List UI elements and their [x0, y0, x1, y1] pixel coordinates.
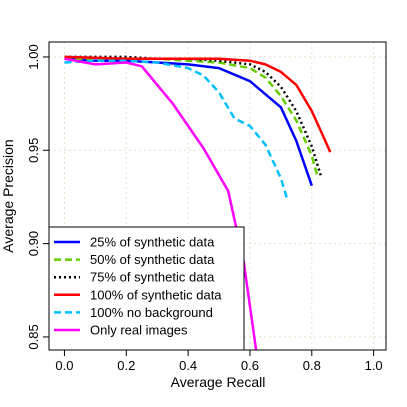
y-tick-label: 0.95: [26, 138, 41, 163]
legend-label-1: 50% of synthetic data: [90, 252, 215, 267]
y-tick-label: 0.85: [26, 324, 41, 349]
legend-label-0: 25% of synthetic data: [90, 235, 215, 250]
series-line-3: [64, 55, 332, 153]
series-lines: [64, 55, 332, 350]
legend-label-3: 100% of synthetic data: [90, 287, 222, 302]
legend-box: [48, 226, 245, 351]
x-tick-label: 1.0: [365, 358, 383, 373]
y-tick-label: 1.00: [26, 44, 41, 69]
legend-label-5: Only real images: [90, 323, 188, 338]
legend-label-2: 75% of synthetic data: [90, 270, 215, 285]
x-tick-label: 0.8: [303, 358, 321, 373]
y-axis-title: Average Precision: [0, 139, 16, 252]
x-tick-label: 0.2: [117, 358, 135, 373]
legend: 25% of synthetic data 50% of synthetic da…: [48, 226, 245, 351]
axis-ticks: 0.0 0.2 0.4 0.6 0.8 1.0 0.85 0.90 0.95 1.00: [26, 44, 383, 373]
x-tick-label: 0.4: [179, 358, 197, 373]
series-line-2: [64, 55, 323, 177]
x-tick-label: 0.0: [55, 358, 73, 373]
series-line-4: [64, 59, 289, 200]
y-tick-label: 0.90: [26, 231, 41, 256]
x-tick-label: 0.6: [241, 358, 259, 373]
x-axis-title: Average Recall: [171, 374, 266, 390]
legend-label-4: 100% no background: [90, 305, 213, 320]
